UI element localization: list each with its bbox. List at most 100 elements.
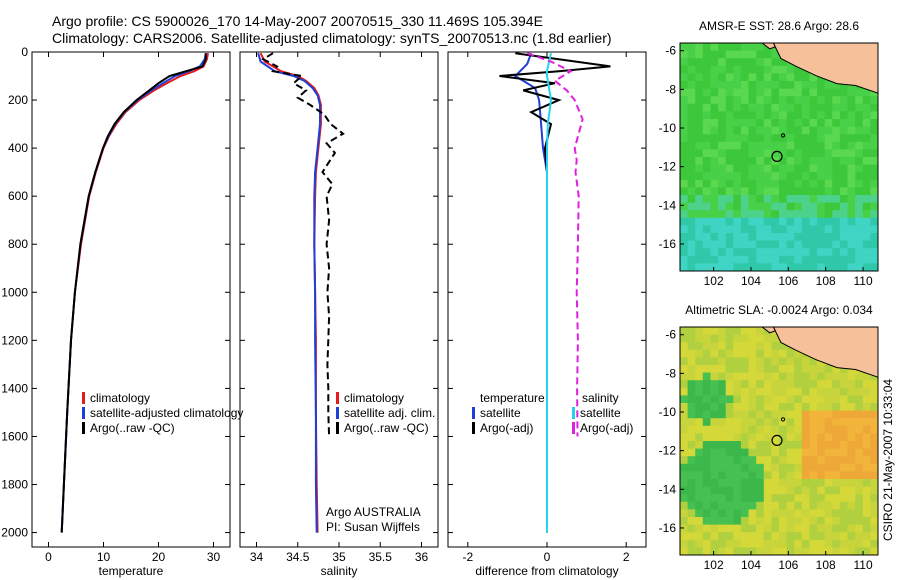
map-pixel	[756, 164, 765, 173]
map-pixel	[710, 195, 719, 204]
map-y-tick-label: -12	[659, 444, 677, 458]
map-pixel	[817, 501, 826, 510]
map-pixel	[702, 349, 711, 358]
map-pixel	[733, 225, 742, 234]
map-pixel	[779, 547, 788, 556]
map-pixel	[870, 441, 879, 450]
map-pixel	[680, 471, 689, 480]
map-pixel	[680, 172, 689, 181]
map-pixel	[740, 50, 749, 59]
map-pixel	[870, 126, 879, 135]
map-pixel	[702, 342, 711, 351]
legend-diff-temp-argo-swatch	[472, 422, 475, 434]
map-pixel	[779, 217, 788, 226]
map-pixel	[870, 517, 879, 526]
map-pixel	[771, 187, 780, 196]
map-pixel	[680, 263, 689, 272]
map-pixel	[779, 73, 788, 82]
map-pixel	[733, 149, 742, 158]
map-pixel	[756, 357, 765, 366]
map-pixel	[870, 425, 879, 434]
map-pixel	[725, 357, 734, 366]
map-pixel	[779, 157, 788, 166]
map-pixel	[817, 88, 826, 97]
map-pixel	[725, 73, 734, 82]
map-pixel	[740, 547, 749, 556]
map-pixel	[801, 395, 810, 404]
map-pixel	[733, 141, 742, 150]
map-pixel	[786, 471, 795, 480]
map-pixel	[809, 210, 818, 219]
map-pixel	[718, 225, 727, 234]
map-pixel	[710, 119, 719, 128]
map-pixel	[839, 210, 848, 219]
map-pixel	[740, 486, 749, 495]
map-pixel	[718, 494, 727, 503]
map-pixel	[687, 387, 696, 396]
map-pixel	[786, 73, 795, 82]
map-pixel	[695, 58, 704, 67]
map-pixel	[740, 433, 749, 442]
map-pixel	[763, 172, 772, 181]
map-pixel	[862, 547, 871, 556]
y-tick-label: 2000	[1, 526, 28, 540]
map-pixel	[748, 164, 757, 173]
map-pixel	[680, 179, 689, 188]
map-pixel	[832, 456, 841, 465]
map-pixel	[786, 501, 795, 510]
map-pixel	[756, 342, 765, 351]
map-pixel	[763, 126, 772, 135]
map-pixel	[786, 263, 795, 272]
map-pixel	[847, 372, 856, 381]
map-pixel	[801, 111, 810, 120]
map-pixel	[832, 524, 841, 533]
map-pixel	[710, 517, 719, 526]
map-pixel	[847, 248, 856, 257]
map-pixel	[832, 441, 841, 450]
map-pixel	[786, 372, 795, 381]
map-pixel	[855, 441, 864, 450]
map-pixel	[786, 164, 795, 173]
map-pixel	[748, 349, 757, 358]
map-pixel	[862, 149, 871, 158]
map-pixel	[680, 479, 689, 488]
map-pixel	[801, 532, 810, 541]
map-pixel	[687, 134, 696, 143]
map-pixel	[718, 387, 727, 396]
map-pixel	[824, 217, 833, 226]
map-pixel	[756, 240, 765, 249]
map-pixel	[733, 111, 742, 120]
map-pixel	[710, 524, 719, 533]
map-pixel	[710, 81, 719, 90]
map-pixel	[710, 240, 719, 249]
map-pixel	[832, 403, 841, 412]
map-pixel	[718, 233, 727, 242]
map-pixel	[801, 126, 810, 135]
map-pixel	[771, 103, 780, 112]
map-pixel	[740, 65, 749, 74]
map-pixel	[695, 263, 704, 272]
map-pixel	[763, 365, 772, 374]
map-pixel	[680, 342, 689, 351]
map-pixel	[740, 509, 749, 518]
map-pixel	[763, 248, 772, 257]
map-pixel	[687, 255, 696, 264]
map-pixel	[702, 441, 711, 450]
map-pixel	[862, 119, 871, 128]
map-x-tick-label: 106	[778, 274, 798, 288]
map-pixel	[771, 463, 780, 472]
map-pixel	[817, 509, 826, 518]
map-pixel	[779, 380, 788, 389]
map-pixel	[695, 103, 704, 112]
map-pixel	[718, 395, 727, 404]
map-pixel	[839, 471, 848, 480]
map-pixel	[748, 65, 757, 74]
map-pixel	[855, 119, 864, 128]
map-pixel	[771, 50, 780, 59]
map-pixel	[687, 509, 696, 518]
legend-diff-temp-sat-label: satellite	[480, 406, 521, 420]
map-pixel	[824, 456, 833, 465]
map-pixel	[710, 471, 719, 480]
map-pixel	[870, 96, 879, 105]
map-pixel	[763, 517, 772, 526]
